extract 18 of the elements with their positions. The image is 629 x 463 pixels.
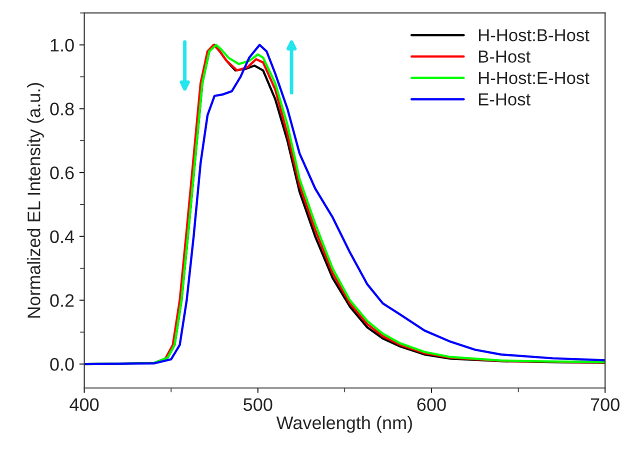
x-tick-label: 400: [70, 398, 99, 411]
y-tick-label: 0.4: [50, 230, 74, 244]
y-tick-label: 0.2: [50, 294, 74, 307]
legend-label: H-Host:E-Host: [479, 72, 590, 84]
legend-label: E-Host: [479, 93, 531, 106]
line-series: [84, 44, 606, 366]
x-tick-label: 500: [244, 398, 272, 411]
y-tick-label: 0.8: [50, 102, 74, 116]
x-tick-label: 700: [590, 398, 620, 411]
line-series: [164, 44, 606, 364]
legend-label: H-Host:B-Host: [479, 29, 590, 42]
y-axis-title: Normalized EL Intensity (a.u.): [27, 83, 44, 318]
y-tick-label: 1.0: [50, 38, 74, 52]
x-axis-title: Wavelength (nm): [276, 416, 412, 433]
x-tick-label: 600: [417, 398, 446, 411]
legend-label: B-Host: [479, 50, 531, 63]
y-tick-label: 0.6: [50, 166, 74, 180]
y-tick-label: 0.0: [50, 358, 74, 371]
